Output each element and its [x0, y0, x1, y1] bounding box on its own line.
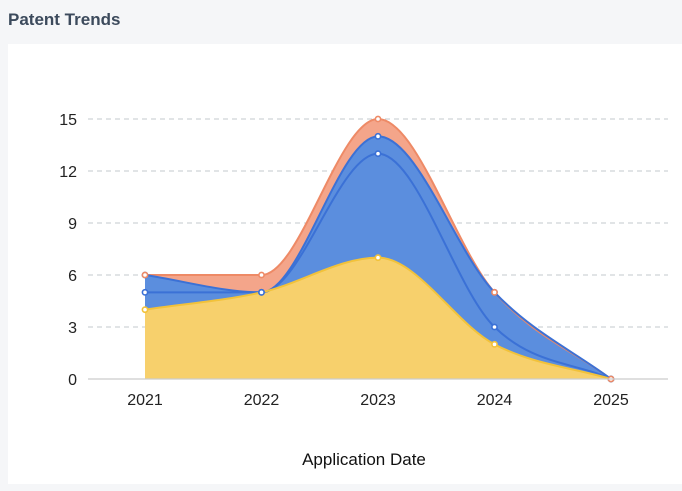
area-chart: 0 3 6 9 12 15 2021 2022 2023 2024 2025 Application …: [0, 0, 682, 491]
x-tick-label: 2022: [244, 392, 280, 409]
y-tick-label: 12: [59, 164, 77, 181]
y-tick-label: 6: [68, 268, 77, 285]
point-series-4-2021: [142, 272, 147, 277]
y-tick-label: 0: [68, 372, 77, 389]
point-series-3-2023: [375, 134, 380, 139]
y-tick-label: 15: [59, 112, 77, 129]
x-tick-label: 2024: [477, 392, 513, 409]
point-series-2-2023: [375, 151, 380, 156]
point-series-1-2024: [492, 342, 497, 347]
point-series-4-2024: [492, 290, 497, 295]
point-series-1-2021: [142, 307, 147, 312]
point-series-4-2022: [259, 272, 264, 277]
x-tick-label: 2025: [593, 392, 629, 409]
x-tick-label: 2021: [127, 392, 163, 409]
point-series-4-2023: [375, 116, 380, 121]
x-axis-title: Application Date: [302, 450, 426, 469]
x-tick-label: 2023: [360, 392, 396, 409]
x-tick-labels: 2021 2022 2023 2024 2025: [127, 392, 629, 409]
y-tick-labels: 0 3 6 9 12 15: [59, 112, 77, 389]
point-series-3-2022: [259, 290, 264, 295]
areas: [145, 119, 611, 379]
point-series-2-2024: [492, 324, 497, 329]
y-tick-label: 3: [68, 320, 77, 337]
point-series-1-2023: [375, 255, 380, 260]
point-series-2-2021: [142, 290, 147, 295]
y-tick-label: 9: [68, 216, 77, 233]
